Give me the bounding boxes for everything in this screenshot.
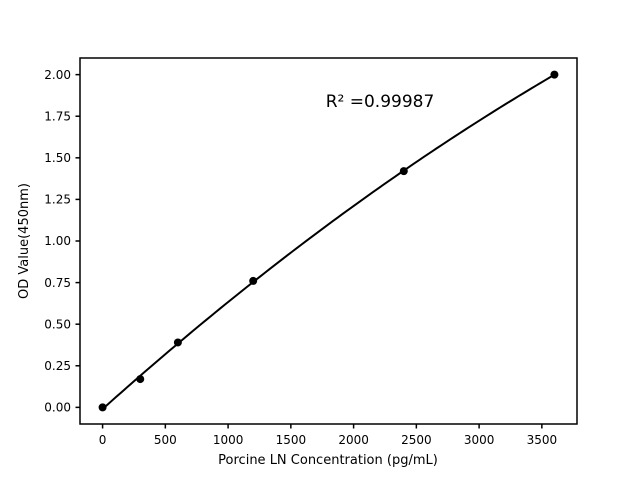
data-point [550, 70, 559, 79]
r-squared-annotation: R² =0.99987 [326, 92, 435, 112]
data-point [173, 338, 182, 347]
y-tick-label: 0.75 [44, 276, 71, 290]
x-tick-label: 1000 [213, 433, 244, 447]
axes-spines [79, 57, 578, 425]
y-tick-label: 1.75 [44, 109, 71, 123]
y-tick-label: 1.50 [44, 151, 71, 165]
x-tick-label: 3500 [527, 433, 558, 447]
y-tick-label: 0.50 [44, 317, 71, 331]
x-tick-label: 2000 [338, 433, 369, 447]
x-axis-label: Porcine LN Concentration (pg/mL) [218, 453, 438, 468]
y-tick-label: 0.00 [44, 401, 71, 415]
y-tick-label: 1.25 [44, 193, 71, 207]
data-point [249, 276, 258, 285]
x-tick-label: 3000 [464, 433, 495, 447]
fit-curve [101, 73, 556, 410]
x-tick-label: 2500 [401, 433, 432, 447]
x-tick-label: 500 [154, 433, 177, 447]
y-tick-label: 0.25 [44, 359, 71, 373]
y-axis-label: OD Value(450nm) [17, 183, 32, 299]
x-tick-label: 0 [99, 433, 107, 447]
data-point [399, 167, 408, 176]
y-tick-label: 1.00 [44, 234, 71, 248]
data-point [136, 375, 145, 384]
data-point [98, 403, 107, 412]
plot-area: 0 500 1000 1500 2000 2500 3000 3500 0.00 0.25 0.50… [44, 57, 578, 447]
x-tick-label: 1500 [276, 433, 307, 447]
y-tick-label: 2.00 [44, 68, 71, 82]
